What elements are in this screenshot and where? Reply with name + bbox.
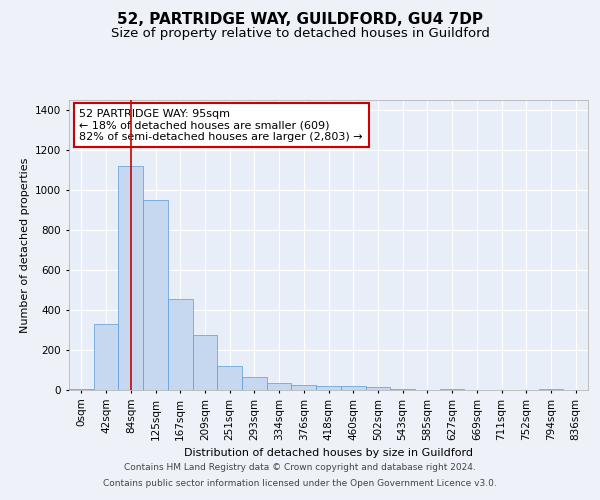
Bar — [193, 335, 217, 390]
X-axis label: Distribution of detached houses by size in Guildford: Distribution of detached houses by size … — [184, 448, 473, 458]
Y-axis label: Number of detached properties: Number of detached properties — [20, 158, 29, 332]
Bar — [267, 383, 292, 390]
Bar — [539, 389, 563, 390]
Bar — [143, 200, 168, 390]
Bar — [242, 377, 267, 390]
Text: Contains public sector information licensed under the Open Government Licence v3: Contains public sector information licen… — [103, 478, 497, 488]
Bar — [292, 385, 316, 390]
Bar — [118, 166, 143, 390]
Bar — [440, 389, 464, 390]
Bar — [316, 386, 341, 390]
Bar — [341, 386, 365, 390]
Text: Contains HM Land Registry data © Crown copyright and database right 2024.: Contains HM Land Registry data © Crown c… — [124, 464, 476, 472]
Bar — [390, 389, 415, 390]
Bar — [217, 366, 242, 390]
Text: 52 PARTRIDGE WAY: 95sqm
← 18% of detached houses are smaller (609)
82% of semi-d: 52 PARTRIDGE WAY: 95sqm ← 18% of detache… — [79, 108, 363, 142]
Bar — [94, 324, 118, 390]
Bar — [365, 387, 390, 390]
Text: 52, PARTRIDGE WAY, GUILDFORD, GU4 7DP: 52, PARTRIDGE WAY, GUILDFORD, GU4 7DP — [117, 12, 483, 28]
Text: Size of property relative to detached houses in Guildford: Size of property relative to detached ho… — [110, 28, 490, 40]
Bar — [69, 389, 94, 390]
Bar — [168, 299, 193, 390]
